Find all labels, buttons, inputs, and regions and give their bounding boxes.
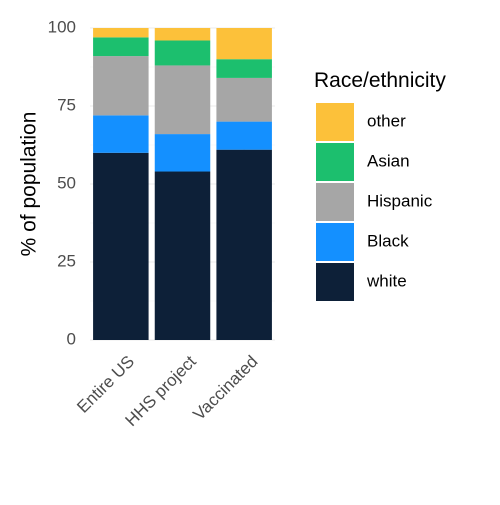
bar-black-hhs-project xyxy=(155,134,211,171)
bar-hispanic-vaccinated xyxy=(216,78,272,122)
bar-hispanic-hhs-project xyxy=(155,65,211,134)
y-tick-label: 0 xyxy=(67,329,76,348)
legend: Race/ethnicity other Asian Hispanic Black wh… xyxy=(314,69,446,301)
bar-asian-hhs-project xyxy=(155,40,211,65)
legend-key-black xyxy=(316,223,354,261)
legend-label-black: Black xyxy=(367,231,409,250)
bar-other-vaccinated xyxy=(216,28,272,59)
legend-key-other xyxy=(316,103,354,141)
legend-key-asian xyxy=(316,143,354,181)
bar-white-vaccinated xyxy=(216,150,272,340)
bar-hispanic-entire-us xyxy=(93,56,149,115)
bar-asian-entire-us xyxy=(93,37,149,56)
bar-black-vaccinated xyxy=(216,122,272,150)
y-axis-ticks: 0 25 50 75 100 xyxy=(48,17,76,348)
y-tick-label: 25 xyxy=(57,251,76,270)
legend-label-other: other xyxy=(367,111,406,130)
x-tick-label: Vaccinated xyxy=(189,352,261,424)
bar-other-entire-us xyxy=(93,28,149,37)
y-tick-label: 50 xyxy=(57,173,76,192)
y-axis-title: % of population xyxy=(18,112,41,257)
legend-label-asian: Asian xyxy=(367,151,410,170)
x-tick-label: Entire US xyxy=(73,352,138,417)
legend-label-hispanic: Hispanic xyxy=(367,191,433,210)
legend-key-white xyxy=(316,263,354,301)
legend-label-white: white xyxy=(366,271,407,290)
bar-other-hhs-project xyxy=(155,28,211,40)
legend-key-hispanic xyxy=(316,183,354,221)
bars xyxy=(93,28,272,340)
bar-asian-vaccinated xyxy=(216,59,272,78)
bar-black-entire-us xyxy=(93,115,149,152)
y-tick-label: 100 xyxy=(48,17,76,36)
bar-white-hhs-project xyxy=(155,172,211,340)
legend-title: Race/ethnicity xyxy=(314,69,446,92)
y-tick-label: 75 xyxy=(57,95,76,114)
bar-white-entire-us xyxy=(93,153,149,340)
